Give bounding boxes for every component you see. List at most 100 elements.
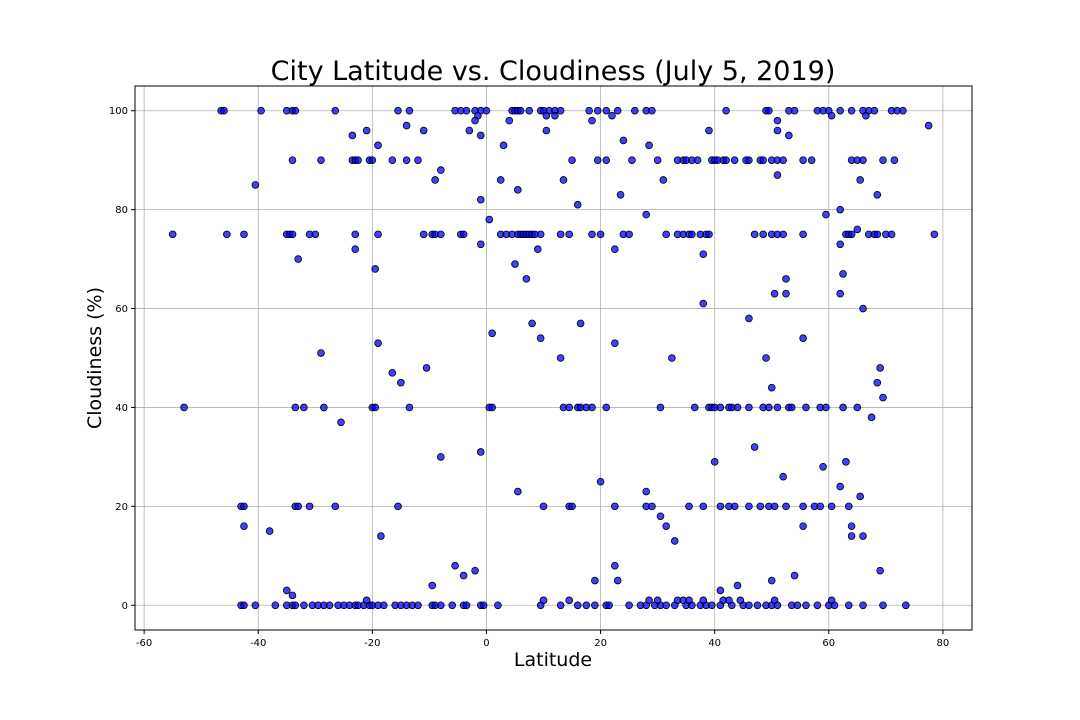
data-point (220, 106, 228, 115)
data-point (479, 601, 488, 610)
data-point (331, 502, 340, 511)
data-point (662, 601, 670, 610)
data-point (405, 106, 414, 115)
data-point (542, 126, 551, 135)
data-point (770, 596, 779, 605)
y-tick-label: 0 (122, 601, 128, 612)
data-point (890, 156, 899, 164)
x-tick-label: 20 (594, 638, 607, 649)
data-point (551, 111, 559, 120)
x-tick-label: 40 (708, 638, 721, 649)
data-point (351, 245, 360, 254)
chart-title: City Latitude vs. Cloudiness (July 5, 20… (271, 56, 836, 87)
data-point (422, 364, 431, 372)
data-point (608, 111, 616, 120)
data-point (251, 601, 260, 610)
data-point (516, 106, 525, 115)
y-tick-label: 80 (115, 205, 128, 216)
data-point (822, 210, 830, 219)
data-point (699, 596, 708, 605)
data-point (859, 304, 867, 313)
data-point (320, 403, 328, 412)
data-point (593, 156, 602, 164)
y-tick-label: 40 (115, 403, 128, 414)
data-point (240, 230, 248, 239)
data-point (730, 156, 739, 164)
y-tick-label: 20 (115, 502, 128, 513)
data-point (802, 601, 810, 610)
data-point (294, 502, 302, 511)
data-point (556, 354, 565, 362)
data-point (462, 601, 471, 610)
data-point (793, 601, 802, 610)
data-point (499, 141, 508, 150)
data-point (431, 176, 439, 184)
data-point (288, 591, 297, 600)
data-point (180, 403, 188, 412)
data-point (750, 443, 759, 451)
data-point (745, 156, 753, 164)
data-point (168, 230, 177, 239)
data-point (476, 195, 485, 204)
data-point (348, 131, 357, 140)
data-point (770, 502, 779, 511)
data-point (300, 601, 308, 610)
data-point (813, 601, 822, 610)
data-point (596, 477, 605, 486)
data-point (759, 156, 767, 164)
data-point (282, 586, 291, 595)
data-point (773, 403, 782, 412)
data-point (476, 240, 485, 249)
data-point (705, 230, 713, 239)
data-point (782, 289, 790, 298)
data-point (853, 403, 862, 412)
data-point (656, 512, 665, 521)
data-point (294, 255, 302, 263)
data-point (485, 215, 494, 224)
data-point (799, 522, 807, 530)
data-point (859, 601, 867, 610)
data-point (511, 260, 519, 268)
data-point (379, 601, 388, 610)
data-point (765, 106, 773, 115)
data-point (779, 230, 787, 239)
data-point (496, 176, 505, 184)
data-point (756, 502, 765, 511)
data-point (659, 176, 668, 184)
data-point (690, 403, 699, 412)
data-point (836, 240, 845, 249)
data-point (556, 106, 565, 115)
data-point (836, 106, 845, 115)
data-point (556, 230, 565, 239)
data-point (462, 106, 471, 115)
data-point (240, 522, 248, 530)
data-point (257, 106, 265, 115)
data-point (767, 383, 776, 392)
data-point (822, 403, 830, 412)
data-point (856, 492, 864, 501)
data-point (317, 156, 325, 164)
data-point (847, 522, 856, 530)
data-point (628, 156, 636, 164)
data-point (779, 156, 787, 164)
data-point (305, 502, 314, 511)
data-point (782, 502, 790, 511)
data-point (879, 601, 887, 610)
data-point (271, 601, 280, 610)
data-point (573, 200, 582, 209)
data-point (528, 319, 536, 328)
data-point (799, 334, 807, 343)
data-point (459, 571, 468, 580)
data-point (799, 230, 807, 239)
data-point (405, 403, 414, 412)
data-point (388, 369, 397, 377)
data-point (656, 403, 665, 412)
data-point (844, 601, 853, 610)
data-point (591, 601, 599, 610)
data-point (573, 601, 582, 610)
data-point (476, 131, 485, 140)
data-point (856, 176, 864, 184)
data-point (602, 106, 611, 115)
data-point (559, 176, 568, 184)
data-point (787, 403, 796, 412)
